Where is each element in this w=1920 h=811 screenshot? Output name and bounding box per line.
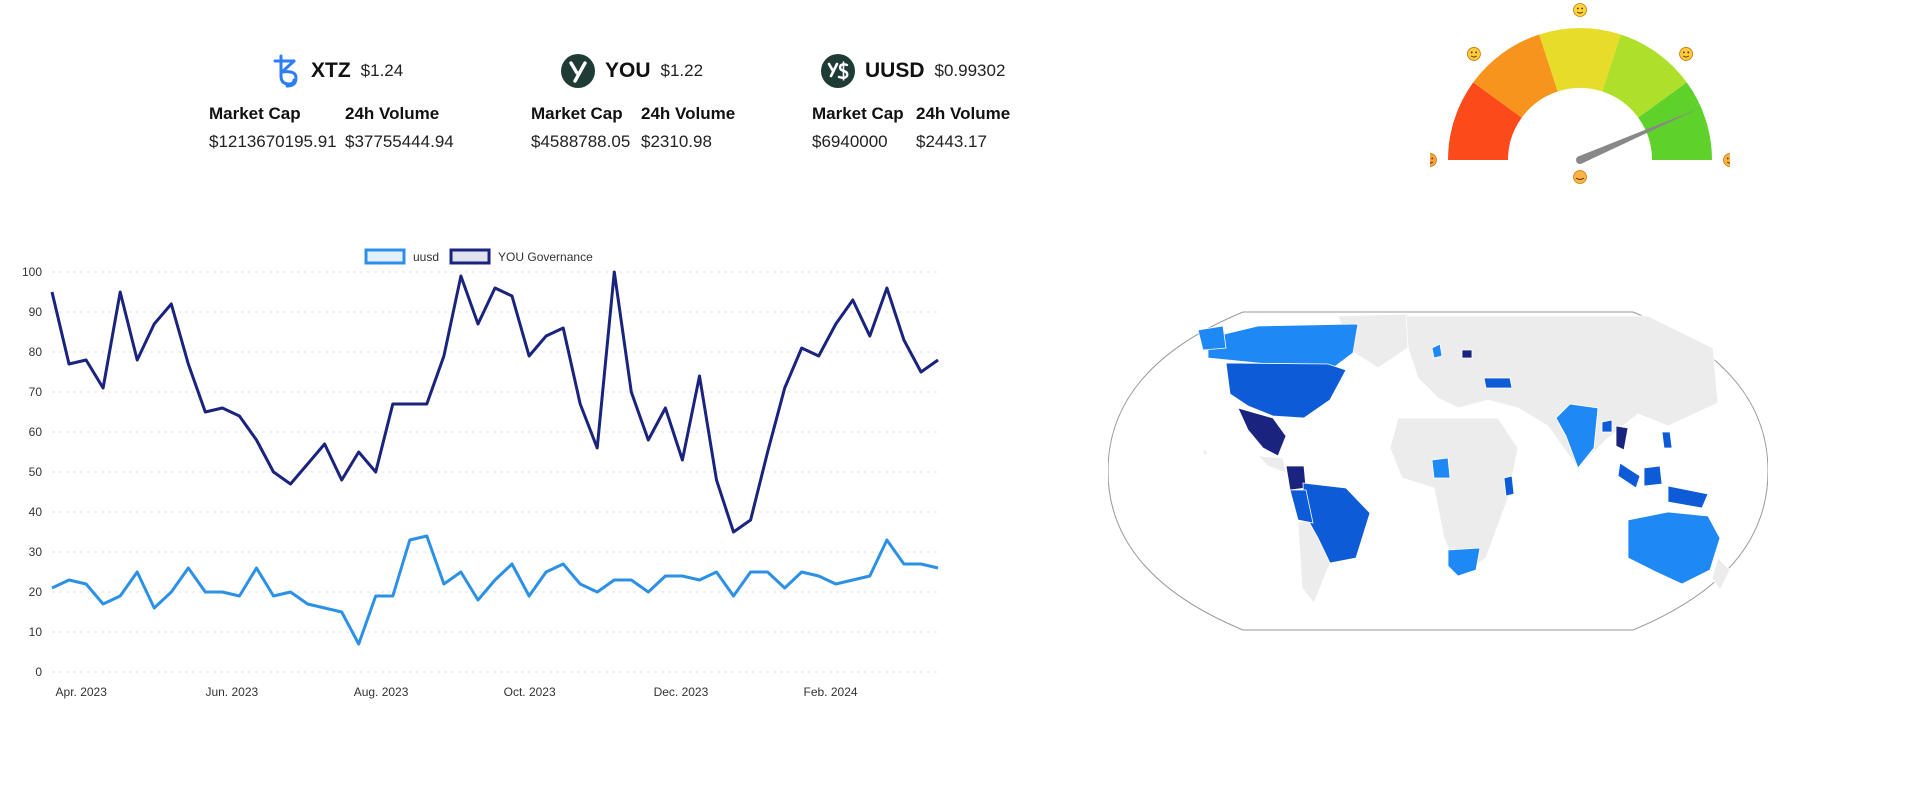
country-australia[interactable]: [1627, 511, 1721, 585]
country-alaska[interactable]: [1197, 325, 1227, 351]
coin-card-xtz: XTZ $1.24 Market Cap 24h Volume $1213670…: [207, 54, 467, 164]
gauge-segment: [1602, 34, 1687, 118]
volume-label: 24h Volume: [916, 104, 1011, 123]
country-west-africa[interactable]: [1431, 457, 1451, 479]
country-philippines[interactable]: [1661, 431, 1673, 449]
y-tick-label: 0: [35, 665, 42, 679]
coin-symbol: XTZ: [311, 59, 351, 82]
legend-label: YOU Governance: [498, 250, 593, 264]
legend-item[interactable]: YOU Governance: [449, 248, 593, 265]
gauge-segment: [1539, 28, 1621, 92]
series-line-you-governance: [50, 270, 939, 534]
coin-card-you: YOU $1.22 Market Cap 24h Volume $4588788…: [529, 54, 759, 164]
country-sumatra[interactable]: [1617, 462, 1641, 489]
party-face-icon: [1573, 170, 1587, 184]
x-tick-label: Dec. 2023: [654, 685, 709, 699]
country-europe-asia[interactable]: [1405, 315, 1719, 469]
coin-price: $1.24: [360, 61, 404, 80]
x-axis: Apr. 2023 Jun. 2023 Aug. 2023 Oct. 2023 Dec.…: [56, 685, 858, 699]
country-central-america[interactable]: [1256, 455, 1287, 474]
y-axis: 0 10 20 30 40 50 60 70 80 90 100: [22, 265, 42, 679]
coin-card-uusd: UUSD $0.99302 Market Cap 24h Volume $694…: [810, 54, 1030, 164]
price-line-chart: uusd YOU Governance 0 10 20 30 40 50 60 70 80 90 10…: [22, 248, 939, 699]
gauge-segments: [1448, 28, 1712, 160]
country-peru[interactable]: [1289, 489, 1314, 524]
country-uk[interactable]: [1431, 343, 1443, 359]
country-antarctic-rim[interactable]: [1202, 446, 1209, 457]
volume-value: $2443.17: [916, 132, 987, 151]
country-turkey[interactable]: [1483, 377, 1513, 389]
country-usa[interactable]: [1225, 362, 1347, 419]
y-tick-label: 60: [29, 425, 43, 439]
worried-face-icon: [1467, 47, 1481, 61]
market-cap-value: $6940000: [812, 132, 888, 151]
world-map: [1108, 311, 1768, 631]
volume-value: $37755444.94: [345, 132, 454, 151]
country-bangladesh[interactable]: [1601, 419, 1613, 433]
y-tick-label: 100: [22, 265, 42, 279]
chart-legend[interactable]: uusd YOU Governance: [364, 248, 593, 265]
legend-swatch: [449, 248, 491, 265]
gauge-segment: [1448, 82, 1522, 160]
country-borneo[interactable]: [1643, 465, 1663, 487]
y-tick-label: 30: [29, 545, 43, 559]
smiling-face-icon: [1679, 47, 1693, 61]
market-cap-value: $4588788.05: [531, 132, 631, 151]
country-south-africa[interactable]: [1447, 547, 1481, 577]
chart-series: [50, 270, 939, 646]
x-tick-label: Oct. 2023: [504, 685, 556, 699]
coin-symbol: YOU: [605, 59, 651, 82]
market-cap-label: Market Cap: [531, 104, 623, 123]
y-tick-label: 40: [29, 505, 43, 519]
angry-face-icon: [1430, 153, 1437, 167]
uusd-logo-icon: [821, 54, 855, 88]
volume-label: 24h Volume: [641, 104, 736, 123]
market-cap-label: Market Cap: [209, 104, 301, 123]
gauge-segment: [1638, 82, 1712, 160]
coin-price: $0.99302: [934, 61, 1006, 80]
you-logo-icon: [561, 54, 595, 88]
coin-symbol: UUSD: [865, 59, 925, 82]
y-tick-label: 80: [29, 345, 43, 359]
legend-label: uusd: [413, 250, 439, 264]
country-india[interactable]: [1555, 403, 1599, 469]
legend-item[interactable]: uusd: [364, 248, 439, 265]
x-tick-label: Apr. 2023: [56, 685, 108, 699]
gauge-faces: [1430, 3, 1730, 184]
coin-price: $1.22: [660, 61, 704, 80]
y-tick-label: 10: [29, 625, 43, 639]
needle: [1578, 109, 1698, 164]
y-tick-label: 20: [29, 585, 43, 599]
sentiment-gauge: [1430, 3, 1730, 184]
y-tick-label: 70: [29, 385, 43, 399]
legend-swatch: [364, 248, 406, 265]
country-mexico[interactable]: [1237, 407, 1287, 457]
tezos-logo-icon: [273, 54, 298, 88]
y-tick-label: 90: [29, 305, 43, 319]
gauge-segment: [1473, 34, 1558, 118]
x-tick-label: Aug. 2023: [354, 685, 409, 699]
country-east-africa[interactable]: [1503, 475, 1515, 497]
x-tick-label: Feb. 2024: [804, 685, 858, 699]
country-new-guinea[interactable]: [1667, 485, 1709, 509]
market-cap-value: $1213670195.91: [209, 132, 337, 151]
volume-label: 24h Volume: [345, 104, 440, 123]
y-tick-label: 50: [29, 465, 43, 479]
country-new-zealand[interactable]: [1711, 557, 1731, 591]
neutral-face-icon: [1573, 3, 1587, 17]
country-thailand[interactable]: [1615, 425, 1629, 451]
series-line-uusd: [51, 534, 939, 646]
gauge-needle: [1576, 109, 1698, 164]
volume-value: $2310.98: [641, 132, 712, 151]
market-cap-label: Market Cap: [812, 104, 904, 123]
chart-grid: [52, 271, 938, 673]
x-tick-label: Jun. 2023: [205, 685, 258, 699]
country-poland[interactable]: [1461, 349, 1473, 359]
country-africa[interactable]: [1389, 417, 1519, 577]
party-face-icon: [1723, 153, 1730, 167]
map-land: [1197, 313, 1731, 604]
